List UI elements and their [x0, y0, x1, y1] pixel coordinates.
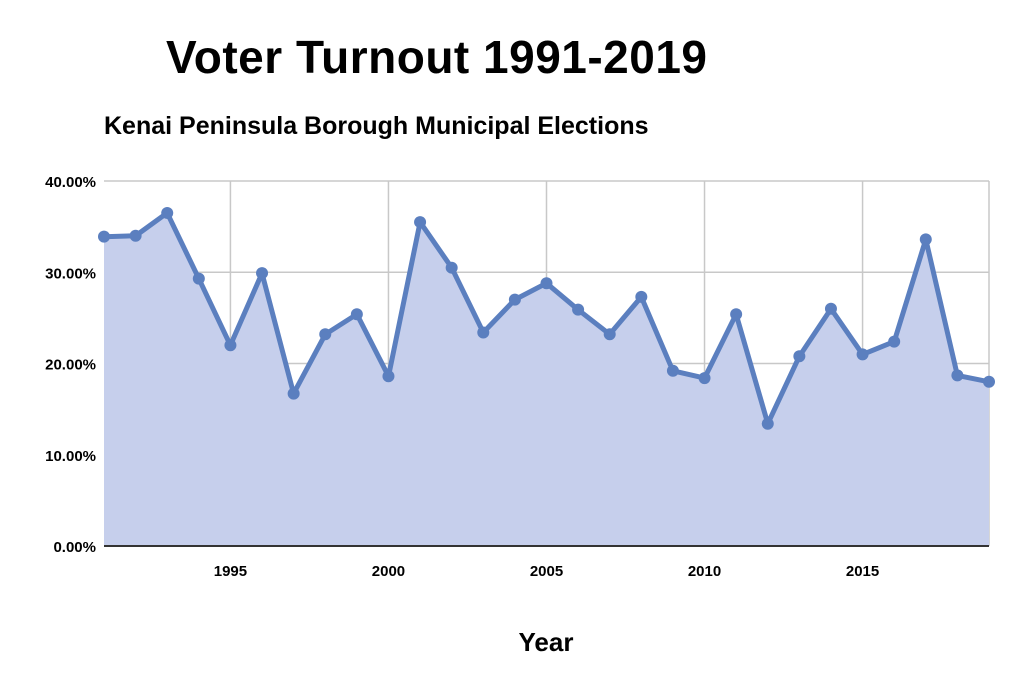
data-point — [919, 233, 932, 246]
x-tick-label: 1995 — [214, 563, 247, 580]
data-point — [888, 335, 901, 348]
chart-title: Voter Turnout 1991-2019 — [166, 31, 708, 83]
data-point — [224, 339, 237, 352]
data-point — [761, 417, 774, 430]
turnout-area — [104, 212, 989, 546]
data-point — [508, 293, 521, 306]
data-point — [192, 272, 205, 285]
data-point — [666, 364, 679, 377]
x-tick-label: 2015 — [846, 563, 879, 580]
data-point — [698, 372, 711, 385]
x-tick-label: 2005 — [530, 563, 563, 580]
y-tick-label: 30.00% — [45, 265, 96, 282]
data-point — [161, 206, 174, 219]
chart-subtitle: Kenai Peninsula Borough Municipal Electi… — [104, 112, 649, 140]
data-point — [540, 277, 553, 290]
data-point — [856, 348, 869, 361]
data-point — [635, 290, 648, 303]
data-point — [730, 308, 743, 321]
y-tick-label: 10.00% — [45, 448, 96, 465]
data-point — [287, 387, 300, 400]
data-point — [350, 308, 363, 321]
data-point — [319, 328, 332, 341]
data-point — [445, 261, 458, 274]
data-point — [603, 328, 616, 341]
y-tick-label: 0.00% — [53, 539, 96, 556]
data-point — [983, 375, 995, 388]
x-tick-labels: 1995 2000 2005 2010 2015 — [214, 563, 880, 580]
data-point — [793, 350, 806, 363]
y-tick-label: 40.00% — [45, 174, 96, 191]
data-point — [129, 229, 142, 242]
x-tick-label: 2000 — [372, 563, 405, 580]
data-point — [382, 370, 395, 383]
data-point — [824, 302, 837, 315]
data-points — [98, 206, 995, 430]
data-point — [98, 230, 110, 243]
data-point — [477, 326, 490, 339]
y-tick-label: 20.00% — [45, 357, 96, 374]
data-point — [572, 303, 585, 316]
x-tick-label: 2010 — [688, 563, 721, 580]
data-point — [951, 369, 964, 382]
y-tick-labels: 0.00% 10.00% 20.00% 30.00% 40.00% — [45, 174, 96, 556]
x-axis-label: Year — [518, 627, 574, 657]
data-point — [414, 216, 427, 229]
data-point — [256, 267, 269, 280]
